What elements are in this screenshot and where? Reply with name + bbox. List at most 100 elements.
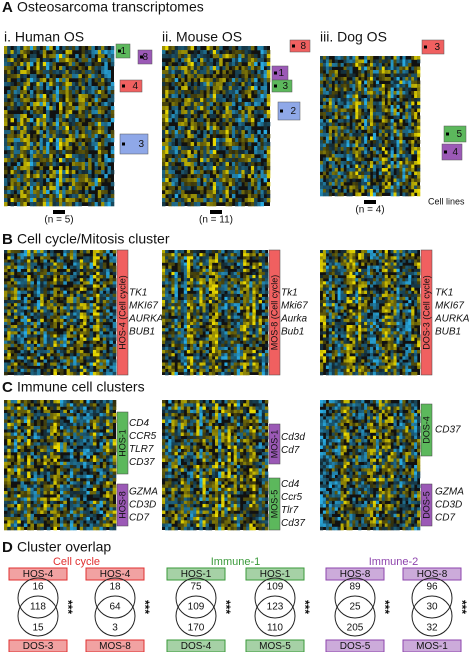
- heatmap-cell: [75, 122, 79, 127]
- heatmap-cell: [102, 287, 107, 291]
- heatmap-cell: [328, 98, 332, 102]
- heatmap-cell: [364, 108, 368, 113]
- heatmap-cell: [99, 340, 104, 344]
- heatmap-cell: [165, 122, 169, 127]
- heatmap-cell: [56, 259, 61, 263]
- heatmap-cell: [387, 59, 391, 64]
- heatmap-cell: [250, 158, 255, 163]
- heatmap-cell: [23, 190, 27, 195]
- heatmap-cell: [79, 368, 84, 373]
- heatmap-cell: [390, 147, 394, 151]
- heatmap-cell: [186, 362, 191, 366]
- heatmap-cell: [62, 178, 66, 183]
- heatmap-cell: [203, 82, 207, 87]
- heatmap-cell: [219, 86, 223, 91]
- heatmap-cell: [112, 265, 117, 269]
- heatmap-cell: [370, 94, 374, 99]
- heatmap-cell: [96, 353, 100, 357]
- heatmap-cell: [162, 293, 166, 298]
- heatmap-cell: [52, 198, 56, 203]
- heatmap-cell: [387, 164, 391, 169]
- heatmap-cell: [177, 309, 181, 313]
- heatmap-cell: [4, 186, 8, 191]
- heatmap-cell: [39, 146, 44, 151]
- heatmap-cell: [71, 178, 76, 183]
- heatmap-cell: [10, 126, 14, 131]
- heatmap-cell: [13, 356, 18, 360]
- heatmap-cell: [36, 122, 40, 127]
- heatmap-cell: [101, 178, 105, 183]
- heatmap-cell: [43, 281, 48, 285]
- heatmap-cell: [266, 122, 271, 127]
- heatmap-cell: [381, 143, 385, 148]
- heatmap-cell: [86, 343, 90, 348]
- heatmap-cell: [372, 115, 377, 120]
- heatmap-cell: [340, 171, 344, 176]
- heatmap-cell: [193, 315, 197, 319]
- heatmap-cell: [96, 331, 100, 335]
- heatmap-cell: [33, 194, 37, 199]
- heatmap-cell: [84, 138, 89, 143]
- heatmap-cell: [79, 343, 84, 348]
- heatmap-cell: [238, 62, 242, 67]
- heatmap-cell: [266, 66, 271, 71]
- heatmap-cell: [203, 134, 207, 139]
- heatmap-cell: [75, 54, 79, 59]
- heatmap-cell: [81, 182, 86, 187]
- heatmap-cell: [186, 321, 191, 326]
- heatmap-cell: [83, 278, 87, 282]
- heatmap-cell: [260, 150, 264, 155]
- heatmap-cell: [334, 143, 338, 148]
- heatmap-cell: [375, 143, 380, 148]
- heatmap-cell: [46, 138, 50, 143]
- heatmap-cell: [343, 143, 347, 148]
- heatmap-cell: [364, 126, 368, 130]
- heatmap-cell: [190, 309, 194, 313]
- heatmap-cell: [402, 175, 406, 179]
- heatmap-cell: [181, 46, 185, 51]
- heatmap-cell: [99, 306, 104, 310]
- heatmap-cell: [411, 98, 415, 102]
- heatmap-cell: [53, 362, 57, 366]
- heatmap-cell: [209, 178, 214, 183]
- heatmap-cell: [91, 122, 95, 127]
- heatmap-cell: [355, 101, 359, 106]
- heatmap-cell: [76, 309, 81, 313]
- heatmap-cell: [30, 259, 34, 263]
- heatmap-cell: [75, 94, 79, 99]
- heatmap-cell: [193, 331, 197, 335]
- heatmap-cell: [411, 161, 415, 165]
- heatmap-cell: [177, 174, 182, 179]
- heatmap-cell: [203, 174, 207, 179]
- heatmap-cell: [390, 63, 394, 67]
- heatmap-cell: [414, 66, 418, 71]
- heatmap-cell: [89, 346, 94, 351]
- heatmap-cell: [263, 78, 268, 83]
- heatmap-cell: [186, 359, 191, 363]
- heatmap-cell: [208, 281, 213, 285]
- heatmap-cell: [62, 58, 66, 63]
- heatmap-cell: [10, 182, 14, 187]
- heatmap-cell: [107, 50, 111, 55]
- heatmap-cell: [53, 309, 57, 313]
- heatmap-cell: [334, 87, 338, 92]
- heatmap-cell: [390, 112, 394, 116]
- heatmap-cell: [211, 343, 216, 348]
- heatmap-cell: [71, 114, 76, 119]
- heatmap-cell: [337, 77, 341, 81]
- heatmap-cell: [53, 334, 57, 338]
- heatmap-cell: [322, 112, 327, 116]
- heatmap-cell: [7, 174, 11, 179]
- heatmap-cell: [334, 129, 338, 134]
- heatmap-cell: [355, 150, 359, 155]
- heatmap-cell: [171, 287, 175, 291]
- heatmap-cell: [171, 362, 175, 366]
- heatmap-cell: [186, 281, 191, 285]
- heatmap-cell: [221, 300, 225, 304]
- heatmap-cell: [215, 321, 219, 326]
- heatmap-cell: [221, 331, 225, 335]
- heatmap-cell: [84, 58, 89, 63]
- heatmap-cell: [334, 189, 338, 193]
- heatmap-cell: [7, 290, 11, 294]
- heatmap-cell: [107, 70, 111, 75]
